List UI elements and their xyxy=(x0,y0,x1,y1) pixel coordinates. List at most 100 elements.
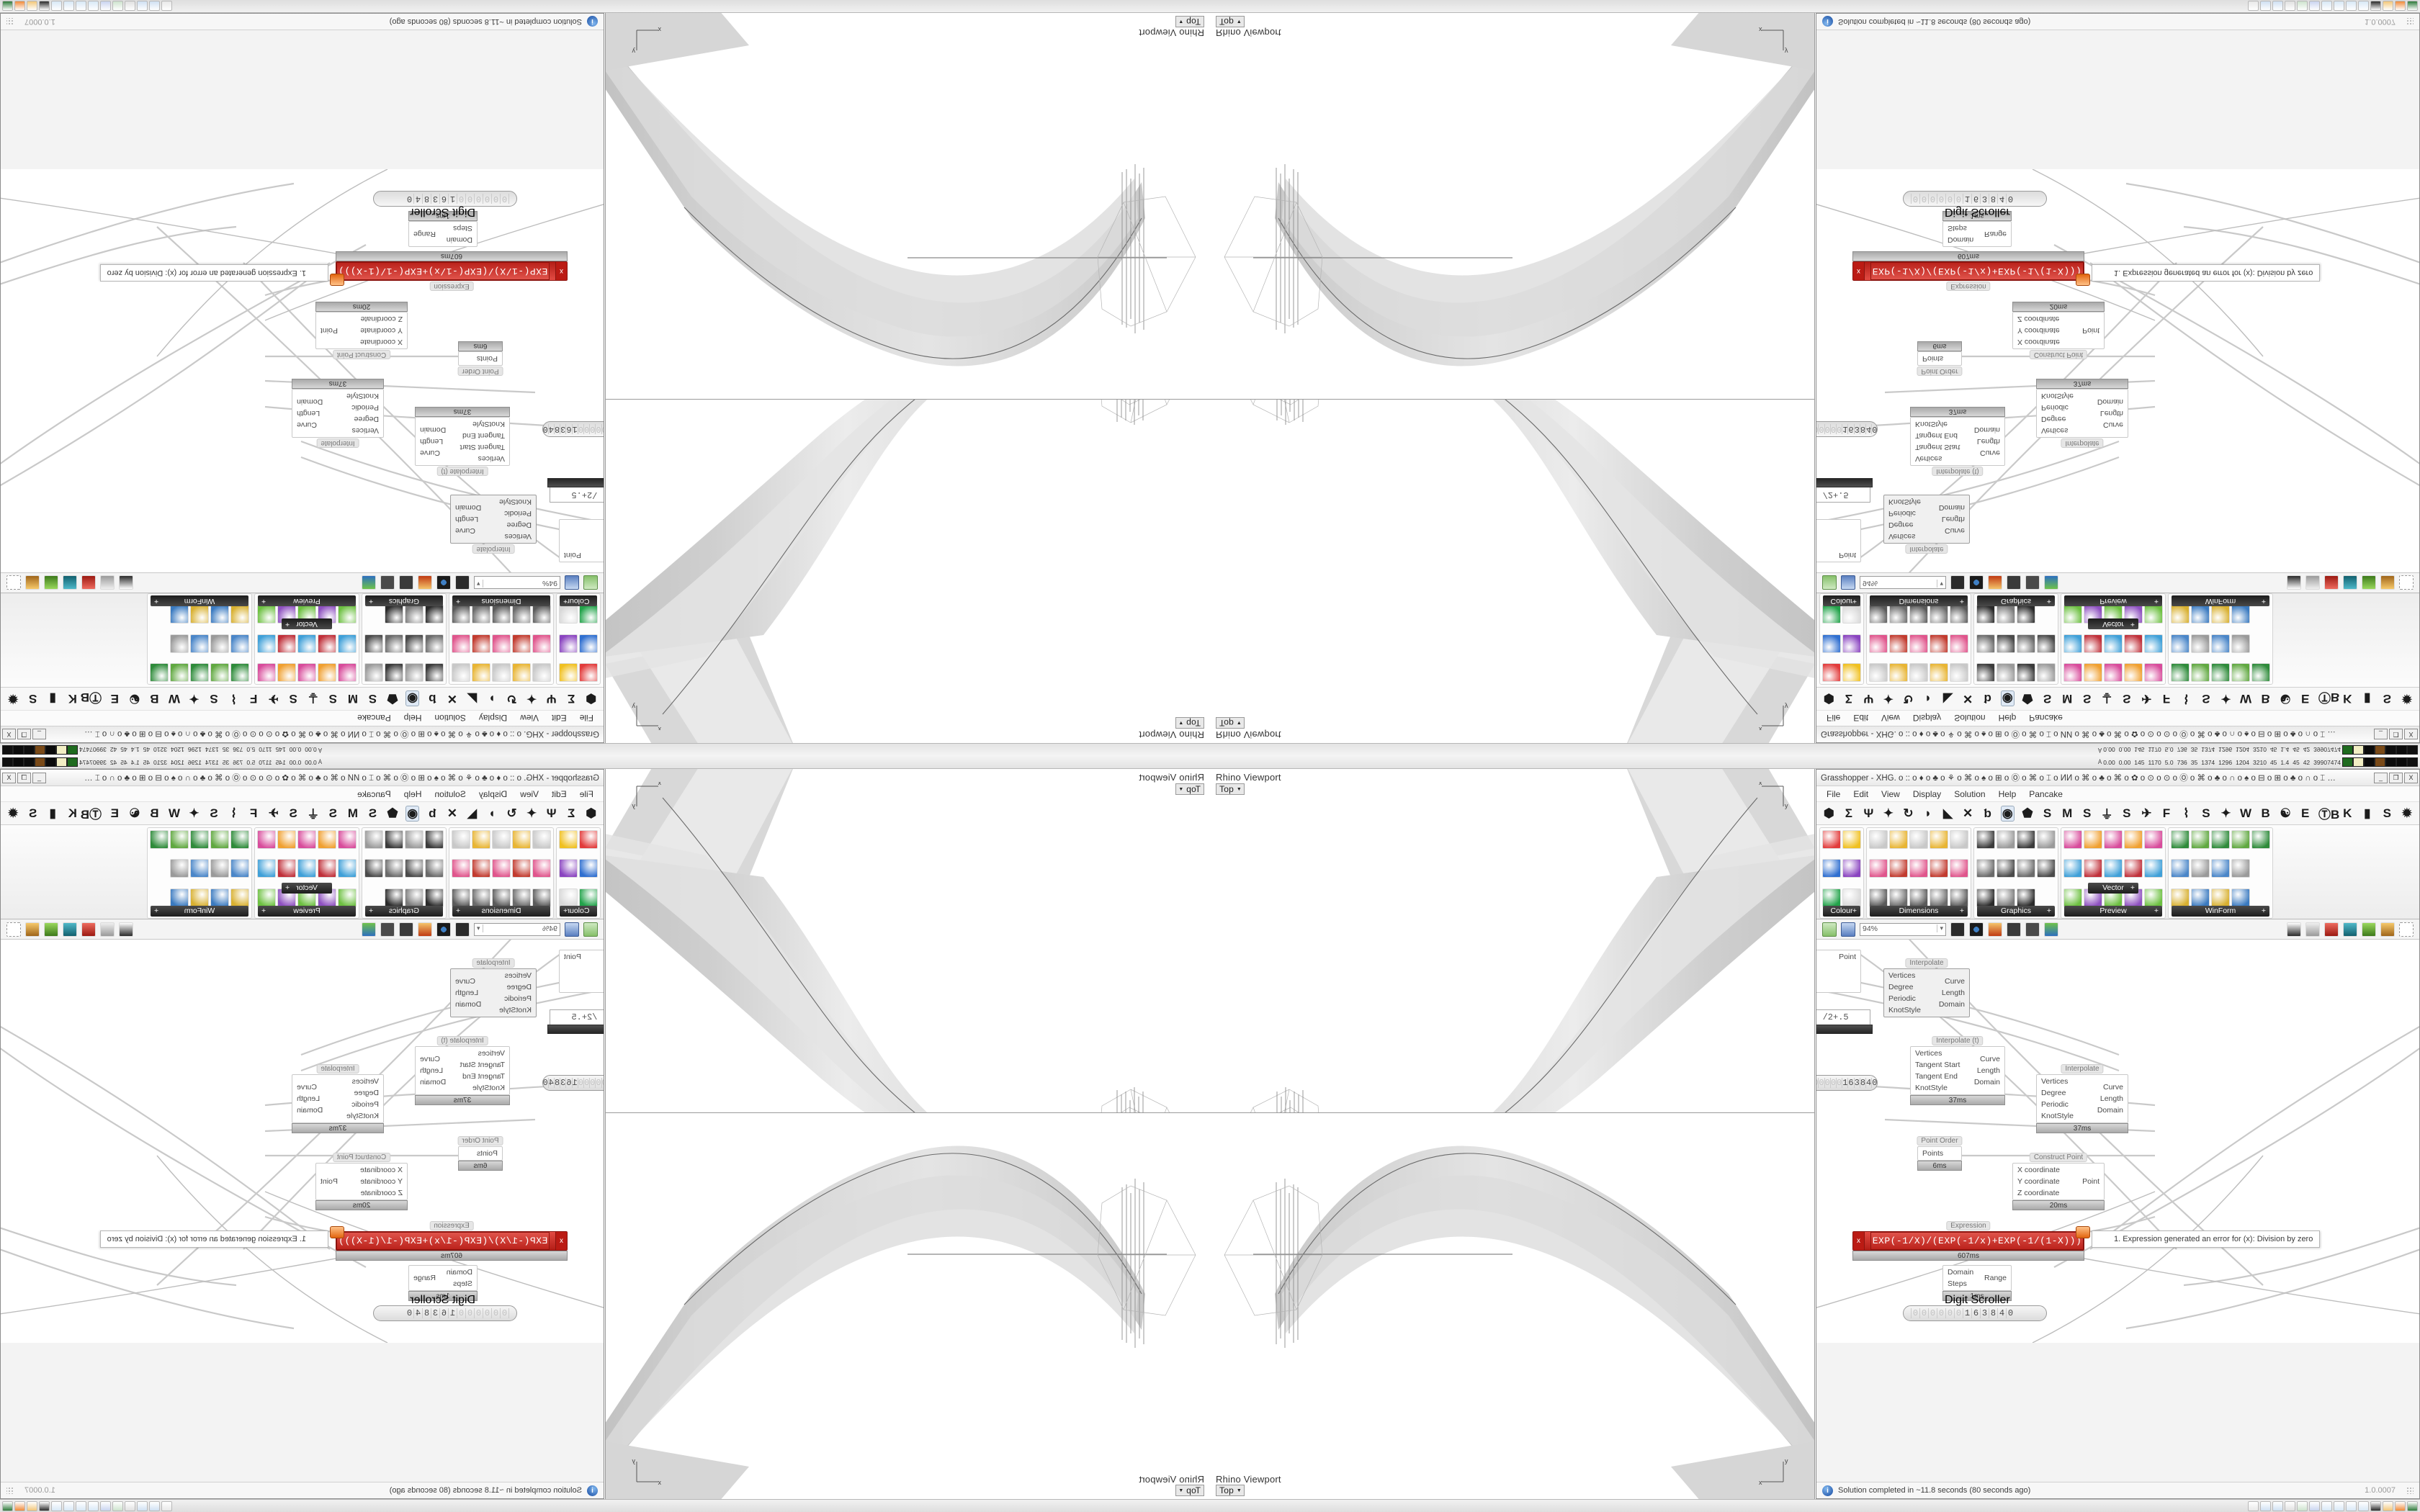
tray-toolbar[interactable]: Ȧ 0.00 0.00 145 1170 5.0 736 35 1374 1296 1204 321… xyxy=(2096,757,2420,767)
profiler-icon[interactable] xyxy=(2007,922,2021,937)
video-icon[interactable] xyxy=(277,830,296,849)
preview-eye-icon[interactable] xyxy=(1969,922,1984,937)
zoom-extents-icon[interactable] xyxy=(1950,922,1965,937)
scroller-digit-11[interactable]: 0 xyxy=(1871,1078,1878,1088)
port-degree[interactable]: Degree xyxy=(506,983,532,991)
port-tangent-start[interactable]: Tangent Start xyxy=(1915,443,1960,451)
gradient-square-icon[interactable] xyxy=(2104,859,2123,878)
slider-icon[interactable] xyxy=(2231,663,2250,682)
expression-text[interactable]: EXP(-1/X)/(EXP(-1/x)+EXP(-1/(1-X))) xyxy=(336,1232,550,1250)
taskbar-icon-4[interactable] xyxy=(112,1500,123,1511)
line-dim-icon[interactable] xyxy=(512,859,531,878)
link-icon[interactable] xyxy=(385,663,403,682)
port-point[interactable]: Point xyxy=(321,326,338,335)
tab-glyph-2[interactable]: Ψ xyxy=(546,692,557,706)
tab-glyph-17[interactable]: F xyxy=(249,806,258,820)
tab-glyph-29[interactable]: ✹ xyxy=(7,806,19,820)
component-point[interactable]: Point xyxy=(1816,519,1861,562)
port-point[interactable]: Point xyxy=(2082,326,2099,335)
port-knotstyle[interactable]: KnotStyle xyxy=(1915,1084,1948,1092)
port-vertices[interactable]: Vertices xyxy=(1888,971,1916,980)
port-curve[interactable]: Curve xyxy=(2102,420,2123,429)
preview-off-icon[interactable] xyxy=(2399,575,2414,590)
port-length[interactable]: Length xyxy=(1941,989,1965,997)
menu-bar[interactable]: File Edit View Display Solution Help Pancake xyxy=(1816,710,2419,726)
port-tangent-end[interactable]: Tangent End xyxy=(462,431,505,440)
menu-item-help[interactable]: Help xyxy=(1998,713,2017,724)
component-ribbon[interactable]: Colour Dimensions Graphics Preview Vector Win… xyxy=(1816,593,2419,688)
arrow-dim-icon[interactable] xyxy=(512,888,531,907)
taskbar-icon-3[interactable] xyxy=(2285,1,2295,12)
rhino-viewport-top[interactable]: Rhino Viewport Top x y xyxy=(1210,769,1814,1113)
tab-glyph-0[interactable]: ⬢ xyxy=(1823,806,1834,820)
tab-glyph-0[interactable]: ⬢ xyxy=(586,806,597,820)
taskbar-icon-2[interactable] xyxy=(137,1,148,12)
open-file-icon[interactable] xyxy=(583,922,598,937)
text-A-icon[interactable] xyxy=(230,830,249,849)
tag-delete-icon[interactable] xyxy=(1869,830,1888,849)
port-domain[interactable]: Domain xyxy=(1973,1078,2000,1086)
arrow-dim-icon[interactable] xyxy=(1889,888,1908,907)
pie-icon[interactable] xyxy=(2211,830,2230,849)
rhino-viewport-bottom[interactable]: Rhino Viewport Top x y xyxy=(1210,1114,1814,1499)
blob-icon[interactable] xyxy=(425,888,444,907)
scroller-digit-6[interactable]: 1 xyxy=(572,1078,578,1088)
tab-glyph-26[interactable]: K xyxy=(68,806,77,820)
save-file-icon[interactable] xyxy=(565,575,579,590)
sequence-icon[interactable] xyxy=(2124,859,2143,878)
legend-bar-icon[interactable] xyxy=(338,634,357,653)
tab-glyph-14[interactable]: ⏚ xyxy=(307,808,320,822)
panel-expression-preview[interactable]: X) /2+.5 xyxy=(1816,1009,1870,1025)
tab-glyph-11[interactable]: S xyxy=(2043,692,2052,706)
port-steps[interactable]: Steps xyxy=(1948,224,1967,233)
tab-glyph-19[interactable]: S xyxy=(210,806,218,820)
maximize-button[interactable]: ❐ xyxy=(2389,772,2403,783)
scroller-digit-9[interactable]: 8 xyxy=(554,1078,561,1088)
arrow-dim-icon[interactable] xyxy=(512,605,531,624)
port-points[interactable]: Points xyxy=(1922,1149,1944,1158)
taskbar-icon-3[interactable] xyxy=(125,1500,135,1511)
menu-item-pancake[interactable]: Pancake xyxy=(2029,788,2063,799)
combo-icon[interactable] xyxy=(230,605,249,624)
tab-glyph-28[interactable]: S xyxy=(2383,806,2392,820)
tab-glyph-2[interactable]: Ψ xyxy=(546,806,557,820)
port-z-coordinate[interactable]: Z coordinate xyxy=(360,1189,403,1197)
preview-c-icon[interactable] xyxy=(2380,922,2395,937)
radial-dim-icon[interactable] xyxy=(1950,888,1968,907)
checkbox-icon[interactable] xyxy=(2171,859,2190,878)
scroller-digit-11[interactable]: 0 xyxy=(2006,194,2015,204)
port-points[interactable]: Points xyxy=(1922,354,1944,363)
scroller-digit-3[interactable]: 0 xyxy=(1824,424,1830,434)
component-point[interactable]: Point xyxy=(559,950,604,993)
taskbar-icons[interactable] xyxy=(0,1,174,12)
scroller-digit-7[interactable]: 6 xyxy=(1971,194,1980,204)
taskbar-icon-5[interactable] xyxy=(100,1,111,12)
scroller-digit-2[interactable]: 0 xyxy=(483,194,492,204)
scroller-digit-10[interactable]: 4 xyxy=(1865,424,1872,434)
menu-item-help[interactable]: Help xyxy=(403,788,422,799)
port-knotstyle[interactable]: KnotStyle xyxy=(346,392,379,400)
capsule-icon[interactable] xyxy=(2037,634,2056,653)
spline-icon[interactable] xyxy=(257,663,276,682)
grid-icon[interactable] xyxy=(2211,634,2230,653)
preview-b-icon[interactable] xyxy=(44,575,58,590)
menu-item-display[interactable]: Display xyxy=(478,713,508,724)
preview-off-icon[interactable] xyxy=(6,575,21,590)
bake-rhino-icon[interactable] xyxy=(81,575,96,590)
scroller-digit-6[interactable]: 1 xyxy=(1842,1078,1848,1088)
tab-glyph-27[interactable]: ▮ xyxy=(2364,692,2371,706)
colour-wheel-icon[interactable] xyxy=(1822,663,1841,682)
port-steps[interactable]: Steps xyxy=(453,224,472,233)
scroller-digit-4[interactable]: 0 xyxy=(583,1078,591,1088)
scroller-digit-6[interactable]: 1 xyxy=(1963,1308,1971,1318)
scroller-digit-9[interactable]: 8 xyxy=(1859,1078,1866,1088)
preview-eye-icon[interactable] xyxy=(436,575,451,590)
scroller-digit-7[interactable]: 6 xyxy=(566,424,573,434)
panel-expression-preview[interactable]: X) /2+.5 xyxy=(550,487,604,503)
ribbon-floating-label[interactable]: Vector xyxy=(282,883,332,894)
leaves-icon[interactable] xyxy=(2144,634,2163,653)
box-dim-icon[interactable] xyxy=(452,663,470,682)
tab-glyph-16[interactable]: ✈ xyxy=(2141,806,2152,820)
port-x-input[interactable]: x xyxy=(555,1232,567,1250)
bake-rhino-icon[interactable] xyxy=(81,922,96,937)
